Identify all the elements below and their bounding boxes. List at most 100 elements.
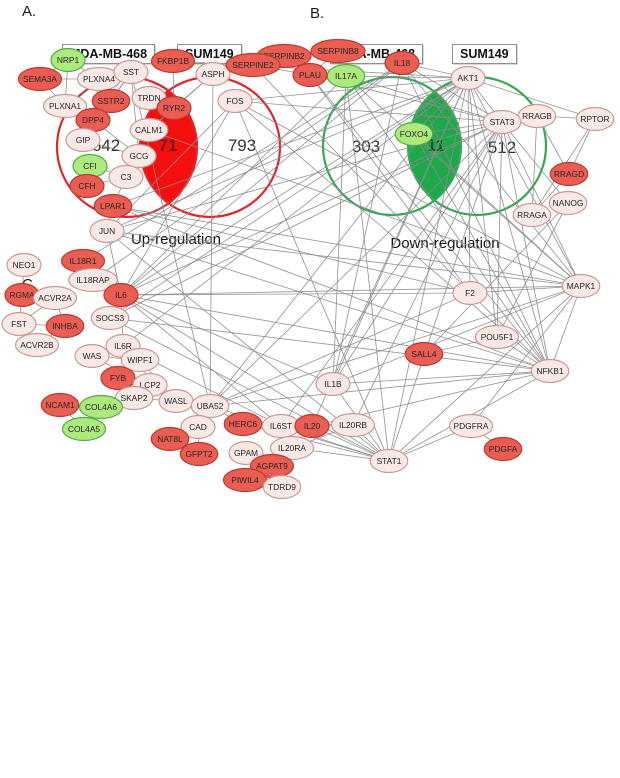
network-node-IL18: IL18	[384, 50, 420, 76]
network-node-NEO1: NEO1	[6, 252, 42, 278]
network-node-FOS: FOS	[217, 88, 253, 114]
network-node-ACVR2A: ACVR2A	[32, 285, 78, 311]
network-node-label: FOS	[226, 96, 244, 106]
network-node-label: IL6	[115, 290, 127, 300]
network-node-SSTR2: SSTR2	[91, 88, 131, 114]
network-node-FOXO4: FOXO4	[394, 121, 434, 147]
network-node-label: IL20	[304, 421, 321, 431]
network-node-label: RRAGA	[517, 210, 547, 220]
network-node-ellipse	[14, 332, 60, 358]
network-edge-IL18-IL1B	[332, 62, 403, 385]
network-node-ellipse	[394, 121, 434, 147]
network-edge-FOS-STAT1	[234, 100, 390, 462]
network-node-ellipse	[315, 371, 351, 397]
network-node-label: SERPINB8	[317, 46, 359, 56]
network-node-label: NRP1	[57, 55, 80, 65]
network-node-CFH: CFH	[69, 173, 105, 199]
network-node-ellipse	[100, 365, 136, 391]
network-node-ellipse	[474, 324, 520, 350]
network-node-IL6ST: IL6ST	[261, 413, 301, 439]
network-node-label: RRAGB	[522, 111, 552, 121]
network-edge-MAPK1-FOXO4	[413, 133, 582, 287]
network-node-ellipse	[150, 48, 196, 74]
venn-b-overlap-region	[408, 77, 461, 215]
network-node-ellipse	[448, 413, 494, 439]
network-edge-IL18-IL6	[120, 62, 403, 296]
network-node-PLAU: PLAU	[292, 62, 328, 88]
network-node-ellipse	[223, 411, 263, 437]
network-edge-AKT1-F2	[467, 77, 471, 294]
network-node-ellipse	[450, 65, 486, 91]
network-edge-JUN-MAPK1	[106, 230, 582, 287]
network-node-label: WIPF1	[127, 355, 153, 365]
network-node-label: WASL	[164, 396, 188, 406]
panel-a-right-count: 793	[227, 136, 257, 155]
network-node-ellipse	[40, 392, 80, 418]
network-node-label: PDGFRA	[454, 421, 489, 431]
network-node-label: ASPH	[202, 69, 225, 79]
network-node-label: INHBA	[52, 321, 78, 331]
network-edge-AKT1-RPTOR	[467, 77, 596, 120]
network-node-HERC6: HERC6	[223, 411, 263, 437]
network-node-ellipse	[120, 347, 160, 373]
network-node-label: COL4A5	[68, 424, 100, 434]
network-node-label: IL6R	[114, 341, 132, 351]
network-node-label: COL4A6	[85, 402, 117, 412]
network-node-ellipse	[512, 202, 552, 228]
network-node-label: FYB	[110, 373, 127, 383]
network-edge-MAPK1-STAT1	[388, 285, 582, 462]
network-node-ellipse	[262, 474, 302, 500]
network-node-GIP: GIP	[65, 127, 101, 153]
network-edge-FOS-STAT3	[234, 100, 503, 123]
network-node-label: CAD	[189, 422, 207, 432]
network-node-FST: FST	[1, 311, 37, 337]
network-node-label: RGMA	[9, 290, 35, 300]
network-node-label: NFKB1	[537, 366, 564, 376]
network-node-WAS: WAS	[74, 343, 110, 369]
network-node-label: IL18RAP	[76, 275, 110, 285]
network-node-label: NAT8L	[157, 434, 183, 444]
network-node-label: RRAGD	[554, 169, 584, 179]
network-node-label: FOXO4	[400, 129, 429, 139]
network-node-AKT1: AKT1	[450, 65, 486, 91]
network-node-CFI: CFI	[72, 153, 108, 179]
network-node-ellipse	[150, 426, 190, 452]
network-edge-LPAR1-MAPK1	[112, 205, 582, 287]
network-node-ACVR2B: ACVR2B	[14, 332, 60, 358]
network-node-COL4A6: COL4A6	[78, 394, 124, 420]
network-node-FKBP1B: FKBP1B	[150, 48, 196, 74]
network-edge-FOS-MAPK1	[234, 100, 582, 287]
network-node-label: WAS	[83, 351, 102, 361]
network-edge-F2-IL6	[120, 292, 471, 296]
network-node-LPAR1: LPAR1	[93, 193, 133, 219]
network-node-SERPINE2: SERPINE2	[225, 52, 281, 78]
network-node-ellipse	[113, 59, 149, 85]
network-edge-STAT3-IL20RB	[352, 121, 503, 426]
network-node-INHBA: INHBA	[45, 313, 85, 339]
network-node-label: LPAR1	[100, 201, 126, 211]
network-node-ellipse	[369, 448, 409, 474]
network-edge-FOS-AKT1	[234, 77, 469, 102]
network-node-label: GCG	[129, 151, 148, 161]
network-edge-NFKB1-UBA52	[209, 370, 551, 407]
network-node-PIWIL4: PIWIL4	[222, 467, 268, 493]
network-node-label: DPP4	[82, 115, 104, 125]
network-node-IL20RA: IL20RA	[269, 435, 315, 461]
network-node-label: POU5F1	[481, 332, 514, 342]
network-node-ellipse	[32, 285, 78, 311]
network-edge-STAT1-SOCS3	[109, 317, 390, 462]
network-edge-AKT1-IL6	[120, 77, 469, 296]
network-edge-MAPK1-UBA52	[209, 285, 582, 407]
network-edge-MAPK1-NFKB1	[549, 285, 582, 372]
network-edge-IL18-STAT3	[401, 62, 503, 123]
network-node-label: ACVR2B	[20, 340, 54, 350]
network-node-ellipse	[156, 95, 192, 121]
network-node-UBA52: UBA52	[190, 393, 230, 419]
network-node-ellipse	[330, 412, 376, 438]
network-node-NRP1: NRP1	[50, 47, 86, 73]
network-node-label: IL1B	[324, 379, 342, 389]
network-node-label: SOCS3	[96, 313, 125, 323]
network-node-TDRD9: TDRD9	[262, 474, 302, 500]
network-node-ellipse	[61, 416, 107, 442]
